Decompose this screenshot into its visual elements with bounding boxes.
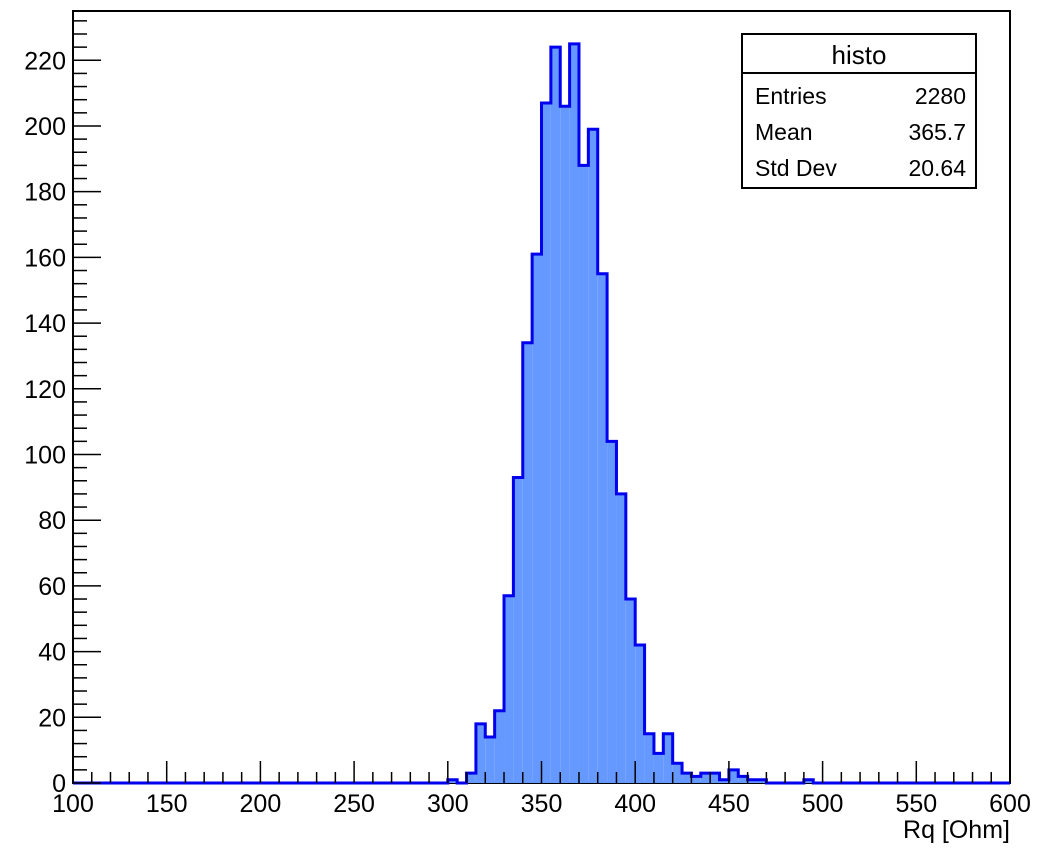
- y-tick-label: 120: [24, 376, 66, 404]
- ticks-layer: [72, 20, 1011, 784]
- stats-box-frame: [741, 33, 977, 189]
- y-tick-label: 40: [38, 639, 66, 667]
- histogram-bar: [719, 779, 729, 783]
- histogram-bar: [550, 47, 561, 783]
- histogram-bar: [710, 773, 720, 783]
- histogram-bar: [644, 733, 654, 783]
- histogram-bar: [672, 763, 683, 783]
- histogram-bar: [494, 710, 505, 783]
- y-tick-label: 60: [38, 573, 66, 601]
- y-tick-label: 0: [52, 770, 66, 798]
- x-tick-label: 350: [521, 790, 563, 818]
- histogram-bar: [728, 769, 739, 783]
- stats-box: histo Entries 2280 Mean 365.7 Std Dev 20…: [741, 33, 977, 189]
- histogram-bar: [532, 254, 542, 783]
- tick-labels-layer: 100 150 200 250 300 350 400 450 500 550 600 0 20 40 60…: [24, 47, 1031, 818]
- y-tick-label: 80: [38, 507, 66, 535]
- histogram-bar: [541, 102, 551, 784]
- histogram-bar: [522, 342, 533, 783]
- histogram-outline: [73, 42, 1010, 785]
- x-tick-label: 200: [240, 790, 282, 818]
- histogram-bar: [475, 723, 486, 783]
- stats-mean-label: Mean: [755, 119, 813, 145]
- histogram-bar: [691, 776, 701, 783]
- x-tick-label: 400: [614, 790, 656, 818]
- histogram-bar: [504, 595, 514, 783]
- x-tick-label: 500: [802, 790, 844, 818]
- y-tick-label: 100: [24, 441, 66, 469]
- histogram-bar: [597, 273, 608, 783]
- y-tick-label: 200: [24, 113, 66, 141]
- histogram-bar: [616, 493, 626, 783]
- x-tick-label: 300: [427, 790, 469, 818]
- histogram-bar: [635, 645, 645, 783]
- y-tick-label: 180: [24, 179, 66, 207]
- histogram-layer: [73, 42, 1010, 785]
- histogram-bar: [607, 441, 617, 783]
- stats-box-title: histo: [832, 40, 887, 70]
- histogram-bar: [560, 106, 570, 784]
- histogram-bar: [625, 599, 636, 783]
- x-tick-label: 600: [989, 790, 1031, 818]
- histogram-bar: [738, 776, 748, 783]
- stats-stddev-label: Std Dev: [755, 155, 837, 181]
- histogram-bar: [466, 773, 476, 783]
- histogram-bar: [447, 779, 458, 783]
- stats-mean-value: 365.7: [908, 119, 966, 145]
- histogram-bar: [682, 773, 692, 783]
- x-tick-label: 450: [708, 790, 750, 818]
- x-axis-title: Rq [Ohm]: [903, 816, 1010, 844]
- histogram-bar: [513, 477, 523, 783]
- y-tick-label: 20: [38, 704, 66, 732]
- histogram-bar: [757, 779, 767, 783]
- x-tick-label: 150: [146, 790, 188, 818]
- stats-stddev-value: 20.64: [908, 155, 966, 181]
- x-tick-label: 550: [895, 790, 937, 818]
- histogram-bar: [578, 165, 589, 783]
- histogram-bar: [700, 773, 711, 783]
- stats-entries-label: Entries: [755, 83, 827, 109]
- histogram-bar: [747, 779, 758, 783]
- histogram-bar: [569, 43, 579, 783]
- y-tick-label: 220: [24, 47, 66, 75]
- histogram-bar: [663, 733, 673, 783]
- histogram-bar: [653, 753, 664, 783]
- x-tick-label: 250: [333, 790, 375, 818]
- y-tick-label: 160: [24, 244, 66, 272]
- histogram-bar: [485, 737, 495, 783]
- y-tick-label: 140: [24, 310, 66, 338]
- x-tick-label: 100: [52, 790, 94, 818]
- stats-entries-value: 2280: [915, 83, 966, 109]
- histogram-bar: [588, 129, 598, 784]
- histogram-bar: [803, 779, 814, 783]
